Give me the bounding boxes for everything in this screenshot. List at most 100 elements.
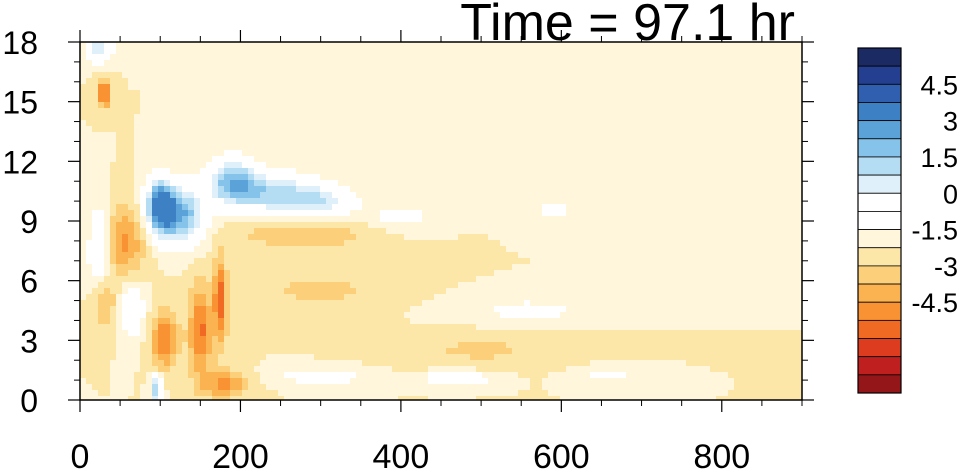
- heatmap-cell: [158, 132, 164, 138]
- heatmap-cell: [740, 288, 746, 294]
- heatmap-cell: [512, 126, 518, 132]
- heatmap-cell: [590, 54, 596, 60]
- heatmap-cell: [410, 42, 416, 48]
- heatmap-cell: [392, 198, 398, 204]
- heatmap-cell: [674, 150, 680, 156]
- heatmap-cell: [236, 120, 242, 126]
- heatmap-cell: [524, 204, 530, 210]
- heatmap-cell: [146, 84, 152, 90]
- heatmap-cell: [650, 54, 656, 60]
- heatmap-cell: [554, 144, 560, 150]
- heatmap-cell: [182, 270, 188, 276]
- heatmap-cell: [512, 54, 518, 60]
- heatmap-cell: [740, 114, 746, 120]
- heatmap-cell: [230, 168, 236, 174]
- heatmap-cell: [710, 108, 716, 114]
- heatmap-cell: [596, 108, 602, 114]
- heatmap-cell: [566, 240, 572, 246]
- heatmap-cell: [602, 192, 608, 198]
- heatmap-cell: [680, 276, 686, 282]
- heatmap-cell: [422, 258, 428, 264]
- heatmap-cell: [686, 234, 692, 240]
- heatmap-cell: [788, 102, 794, 108]
- heatmap-cell: [122, 54, 128, 60]
- heatmap-cell: [446, 198, 452, 204]
- heatmap-cell: [164, 120, 170, 126]
- heatmap-cell: [368, 228, 374, 234]
- heatmap-cell: [566, 222, 572, 228]
- heatmap-cell: [320, 108, 326, 114]
- heatmap-cell: [638, 150, 644, 156]
- heatmap-cell: [308, 96, 314, 102]
- heatmap-cell: [734, 138, 740, 144]
- heatmap-cell: [290, 282, 296, 288]
- heatmap-cell: [392, 60, 398, 66]
- heatmap-cell: [476, 186, 482, 192]
- heatmap-cell: [500, 198, 506, 204]
- heatmap-cell: [158, 294, 164, 300]
- heatmap-cell: [254, 186, 260, 192]
- heatmap-cell: [164, 138, 170, 144]
- heatmap-cell: [584, 162, 590, 168]
- heatmap-cell: [656, 258, 662, 264]
- heatmap-cell: [560, 48, 566, 54]
- heatmap-cell: [734, 84, 740, 90]
- heatmap-cell: [236, 102, 242, 108]
- heatmap-cell: [596, 282, 602, 288]
- heatmap-cell: [776, 282, 782, 288]
- heatmap-cell: [242, 60, 248, 66]
- heatmap-cell: [152, 144, 158, 150]
- heatmap-cell: [752, 204, 758, 210]
- heatmap-cell: [296, 120, 302, 126]
- heatmap-cell: [380, 42, 386, 48]
- heatmap-cell: [608, 186, 614, 192]
- heatmap-cell: [296, 288, 302, 294]
- heatmap-cell: [782, 192, 788, 198]
- heatmap-cell: [578, 282, 584, 288]
- heatmap-cell: [272, 72, 278, 78]
- heatmap-cell: [332, 132, 338, 138]
- heatmap-cell: [632, 54, 638, 60]
- heatmap-cell: [188, 120, 194, 126]
- heatmap-cell: [332, 120, 338, 126]
- heatmap-cell: [146, 192, 152, 198]
- heatmap-cell: [638, 258, 644, 264]
- heatmap-cell: [176, 138, 182, 144]
- heatmap-cell: [464, 60, 470, 66]
- heatmap-cell: [182, 210, 188, 216]
- heatmap-cell: [560, 60, 566, 66]
- heatmap-cell: [410, 222, 416, 228]
- heatmap-cell: [146, 288, 152, 294]
- heatmap-cell: [350, 216, 356, 222]
- heatmap-cell: [326, 150, 332, 156]
- heatmap-cell: [728, 54, 734, 60]
- heatmap-cell: [680, 240, 686, 246]
- heatmap-cell: [512, 60, 518, 66]
- heatmap-cell: [674, 162, 680, 168]
- heatmap-cell: [368, 138, 374, 144]
- heatmap-cell: [608, 150, 614, 156]
- heatmap-cell: [92, 294, 98, 300]
- heatmap-cell: [140, 282, 146, 288]
- heatmap-cell: [632, 78, 638, 84]
- heatmap-cell: [314, 264, 320, 270]
- heatmap-cell: [296, 252, 302, 258]
- heatmap-cell: [260, 228, 266, 234]
- heatmap-cell: [134, 144, 140, 150]
- heatmap-cell: [638, 120, 644, 126]
- heatmap-cell: [140, 102, 146, 108]
- heatmap-cell: [752, 282, 758, 288]
- heatmap-cell: [140, 288, 146, 294]
- heatmap-cell: [542, 270, 548, 276]
- heatmap-cell: [656, 102, 662, 108]
- heatmap-cell: [782, 228, 788, 234]
- heatmap-cell: [560, 222, 566, 228]
- heatmap-cell: [116, 144, 122, 150]
- heatmap-cell: [266, 96, 272, 102]
- heatmap-cell: [284, 222, 290, 228]
- heatmap-cell: [488, 42, 494, 48]
- heatmap-cell: [260, 192, 266, 198]
- heatmap-cell: [290, 156, 296, 162]
- heatmap-cell: [308, 288, 314, 294]
- heatmap-cell: [716, 78, 722, 84]
